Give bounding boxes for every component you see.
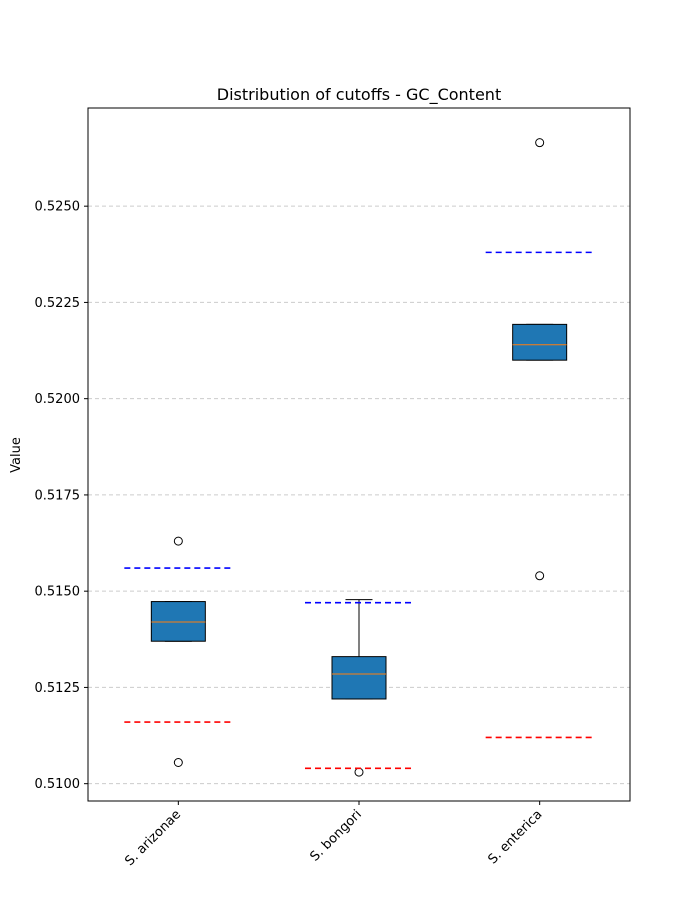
plot-marks — [124, 138, 594, 777]
x-tick-label: S. arizonae — [122, 807, 184, 869]
box — [331, 656, 387, 700]
outlier-point — [354, 767, 364, 777]
box-group — [485, 138, 594, 739]
outlier-point — [173, 758, 183, 767]
x-tick-label: S. bongori — [307, 807, 364, 864]
y-tick-label: 0.5125 — [35, 681, 81, 696]
box — [150, 601, 206, 642]
outlier-point — [173, 536, 183, 546]
x-tick-label: S. enterica — [485, 807, 545, 867]
box-group — [124, 536, 233, 767]
outlier-point — [535, 138, 545, 148]
x-axis: S. arizonae S. bongori S. enterica — [122, 801, 545, 869]
y-tick-label: 0.5250 — [35, 200, 81, 215]
chart-title: Distribution of cutoffs - GC_Content — [217, 85, 501, 105]
y-tick-label: 0.5150 — [35, 585, 81, 600]
y-tick-label: 0.5225 — [35, 296, 81, 311]
y-axis: 0.5100 0.5125 0.5150 0.5175 0.5200 0.5225 0.52… — [35, 200, 88, 792]
y-tick-label: 0.5175 — [35, 488, 81, 503]
grid-lines — [88, 205, 630, 785]
box-group — [305, 599, 413, 777]
y-axis-label: Value — [9, 437, 24, 473]
y-tick-label: 0.5100 — [35, 777, 81, 792]
box — [512, 323, 568, 361]
y-tick-label: 0.5200 — [35, 392, 81, 407]
outlier-point — [535, 571, 545, 581]
